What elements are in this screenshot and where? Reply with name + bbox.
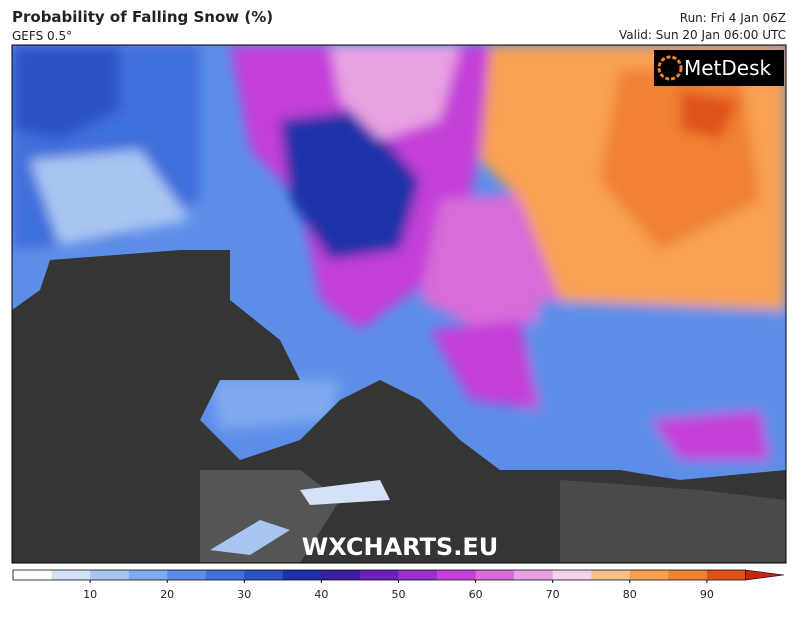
colorbar-tick-label: 50: [392, 588, 406, 601]
colorbar: 10 20 30 40 50 60 70 80 90: [12, 569, 785, 601]
run-time: Run: Fri 4 Jan 06Z: [680, 11, 786, 25]
colorbar-segment: [398, 570, 438, 580]
colorbar-tick-label: 20: [160, 588, 174, 601]
colorbar-tick-label: 30: [237, 588, 251, 601]
title: Probability of Falling Snow (%): [12, 8, 273, 26]
colorbar-segment: [437, 570, 476, 580]
subtitle: GEFS 0.5°: [12, 29, 72, 43]
colorbar-segment: [90, 570, 129, 580]
watermark: WXCHARTS.EU: [302, 533, 498, 561]
colorbar-tick-label: 70: [546, 588, 560, 601]
colorbar-frame: [12, 569, 746, 581]
colorbar-segment: [51, 570, 91, 580]
colorbar-segment: [706, 570, 746, 580]
colorbar-segment: [514, 570, 553, 580]
map-frame: [11, 44, 787, 564]
colorbar-segment: [591, 570, 631, 580]
colorbar-tick-label: 90: [700, 588, 714, 601]
colorbar-tick-label: 10: [83, 588, 97, 601]
colorbar-segment: [13, 570, 52, 580]
colorbar-segment: [244, 570, 284, 580]
colorbar-segment: [668, 570, 708, 580]
colorbar-segment: [321, 570, 361, 580]
colorbar-segment: [128, 570, 168, 580]
colorbar-segment: [167, 570, 207, 580]
valid-time: Valid: Sun 20 Jan 06:00 UTC: [619, 28, 786, 42]
colorbar-tick-label: 80: [623, 588, 637, 601]
colorbar-segment: [359, 570, 399, 580]
colorbar-arrow: [745, 569, 785, 581]
colorbar-segment: [475, 570, 515, 580]
colorbar-segment: [552, 570, 592, 580]
map: MetDesk WXCHARTS.EU: [12, 45, 786, 563]
colorbar-segment: [205, 570, 245, 580]
logo-box: [654, 50, 784, 86]
logo-text: MetDesk: [684, 56, 772, 80]
colorbar-segment: [629, 570, 669, 580]
colorbar-tick-label: 60: [469, 588, 483, 601]
logo-icon: [657, 55, 683, 81]
colorbar-tick-label: 40: [314, 588, 328, 601]
colorbar-segment: [282, 570, 322, 580]
